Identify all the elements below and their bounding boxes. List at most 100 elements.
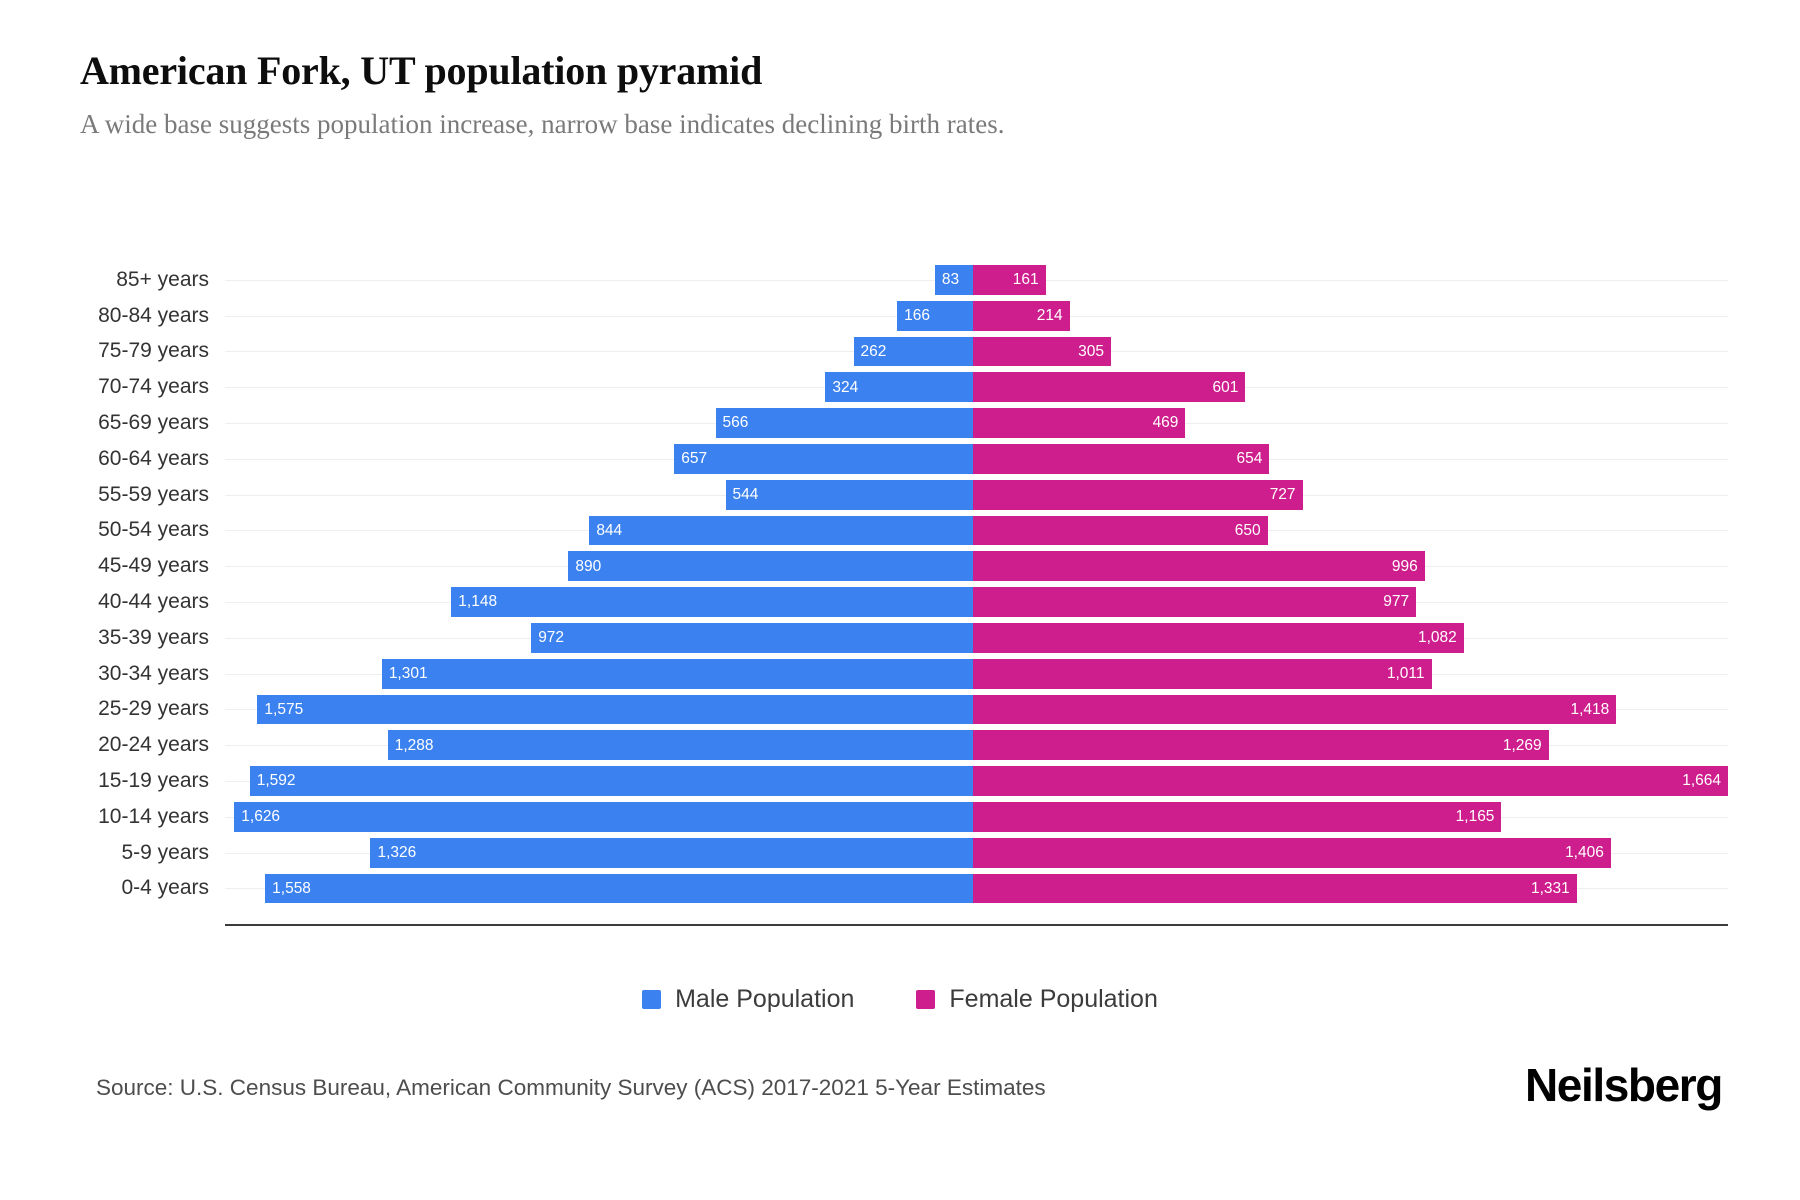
- female-bar[interactable]: 161: [972, 265, 1046, 295]
- pyramid-row: 25-29 years 1,575 1,418: [80, 692, 1728, 728]
- legend-swatch-female-icon: [916, 990, 936, 1009]
- male-bar[interactable]: 1,626: [234, 801, 973, 832]
- male-bar[interactable]: 544: [725, 479, 973, 510]
- legend-label-male: Male Population: [675, 985, 855, 1013]
- female-bar[interactable]: 214: [972, 300, 1070, 331]
- pyramid-row: 55-59 years 544 727: [80, 477, 1728, 513]
- male-bar-value: 566: [722, 414, 749, 432]
- bar-pair: 1,288 1,269: [217, 727, 1728, 763]
- bar-pair: 657 654: [217, 441, 1728, 477]
- male-bar-value: 1,288: [394, 736, 434, 754]
- male-bar[interactable]: 83: [934, 265, 973, 295]
- female-bar[interactable]: 1,082: [972, 622, 1464, 653]
- male-bar[interactable]: 262: [853, 336, 973, 367]
- male-bar[interactable]: 972: [531, 622, 973, 653]
- y-axis-tick-label: 40-44 years: [98, 590, 209, 614]
- male-bar[interactable]: 324: [825, 372, 973, 403]
- bar-pair: 1,592 1,664: [217, 763, 1728, 799]
- bar-pair: 1,301 1,011: [217, 656, 1728, 692]
- legend-item-female[interactable]: Female Population: [916, 985, 1158, 1014]
- female-bar-value: 161: [1012, 271, 1039, 289]
- female-bar[interactable]: 1,011: [972, 658, 1432, 689]
- male-bar[interactable]: 1,558: [265, 873, 973, 904]
- pyramid-row: 20-24 years 1,288 1,269: [80, 727, 1728, 763]
- male-bar[interactable]: 1,288: [387, 730, 973, 761]
- y-axis-tick-label: 65-69 years: [98, 411, 209, 435]
- female-bar[interactable]: 1,165: [972, 801, 1502, 832]
- pyramid-row: 70-74 years 324 601: [80, 369, 1728, 405]
- female-bar-value: 977: [1383, 593, 1410, 611]
- male-bar-value: 324: [832, 378, 859, 396]
- x-axis-baseline: [225, 924, 1728, 926]
- source-note: Source: U.S. Census Bureau, American Com…: [96, 1075, 1046, 1100]
- y-axis-tick-label: 25-29 years: [98, 697, 209, 721]
- female-bar[interactable]: 996: [972, 551, 1425, 582]
- male-bar[interactable]: 566: [715, 408, 973, 438]
- brand-logo: Neilsberg: [1524, 1059, 1723, 1111]
- bar-pair: 1,558 1,331: [217, 871, 1728, 907]
- bar-pair: 262 305: [217, 334, 1728, 370]
- female-bar[interactable]: 1,331: [972, 873, 1577, 904]
- y-axis-tick-label: 10-14 years: [98, 804, 209, 828]
- legend-swatch-male-icon: [642, 990, 662, 1009]
- male-bar-value: 1,558: [272, 879, 311, 897]
- bar-pair: 1,626 1,165: [217, 799, 1728, 835]
- male-bar-value: 83: [941, 271, 960, 289]
- female-bar-value: 996: [1391, 557, 1418, 575]
- pyramid-row: 75-79 years 262 305: [80, 334, 1728, 370]
- male-bar[interactable]: 1,148: [451, 587, 973, 617]
- female-bar[interactable]: 1,406: [972, 837, 1611, 868]
- male-bar[interactable]: 1,592: [249, 766, 973, 796]
- bar-pair: 83 161: [217, 262, 1728, 298]
- bar-pair: 972 1,082: [217, 620, 1728, 656]
- male-bar-value: 1,626: [241, 808, 281, 826]
- female-bar[interactable]: 977: [972, 587, 1417, 617]
- pyramid-row: 10-14 years 1,626 1,165: [80, 799, 1728, 835]
- female-bar-value: 1,165: [1455, 808, 1495, 826]
- female-bar-value: 654: [1236, 450, 1263, 468]
- chart-header: American Fork, UT population pyramid A w…: [80, 48, 1720, 140]
- bar-pair: 1,575 1,418: [217, 692, 1728, 728]
- female-bar[interactable]: 469: [972, 408, 1186, 438]
- pyramid-row: 65-69 years 566 469: [80, 405, 1728, 441]
- male-bar-value: 1,301: [388, 664, 428, 682]
- male-bar-value: 844: [596, 521, 623, 539]
- female-bar[interactable]: 601: [972, 372, 1246, 403]
- bar-pair: 1,326 1,406: [217, 835, 1728, 871]
- bar-pair: 166 214: [217, 298, 1728, 334]
- female-bar-value: 1,011: [1386, 664, 1425, 682]
- pyramid-row: 5-9 years 1,326 1,406: [80, 835, 1728, 871]
- female-bar-value: 727: [1269, 485, 1296, 503]
- female-bar[interactable]: 650: [972, 515, 1268, 546]
- y-axis-tick-label: 15-19 years: [98, 769, 209, 793]
- male-bar[interactable]: 166: [897, 300, 973, 331]
- y-axis-tick-label: 85+ years: [116, 267, 209, 291]
- y-axis-tick-label: 35-39 years: [98, 625, 209, 649]
- y-axis-tick-label: 45-49 years: [98, 554, 209, 578]
- y-axis-tick-label: 0-4 years: [121, 876, 209, 900]
- y-axis-tick-label: 75-79 years: [98, 339, 209, 363]
- male-bar[interactable]: 890: [568, 551, 973, 582]
- male-bar[interactable]: 657: [674, 443, 973, 474]
- bar-pair: 544 727: [217, 477, 1728, 513]
- female-bar[interactable]: 1,269: [972, 730, 1549, 761]
- female-bar[interactable]: 654: [972, 443, 1270, 474]
- female-bar-value: 1,406: [1565, 843, 1604, 861]
- legend-item-male[interactable]: Male Population: [642, 985, 854, 1014]
- pyramid-row: 50-54 years 844 650: [80, 513, 1728, 549]
- male-bar[interactable]: 1,575: [257, 694, 973, 725]
- female-bar[interactable]: 1,418: [972, 694, 1617, 725]
- pyramid-row: 0-4 years 1,558 1,331: [80, 871, 1728, 907]
- male-bar[interactable]: 844: [589, 515, 973, 546]
- male-bar[interactable]: 1,326: [370, 837, 973, 868]
- female-bar[interactable]: 727: [972, 479, 1303, 510]
- female-bar-value: 1,082: [1417, 629, 1457, 647]
- male-bar[interactable]: 1,301: [381, 658, 973, 689]
- female-bar[interactable]: 1,664: [972, 766, 1728, 796]
- male-bar-value: 1,592: [256, 772, 296, 790]
- female-bar-value: 1,269: [1502, 736, 1542, 754]
- bar-pair: 566 469: [217, 405, 1728, 441]
- pyramid-row: 45-49 years 890 996: [80, 548, 1728, 584]
- female-bar[interactable]: 305: [972, 336, 1111, 367]
- male-bar-value: 544: [732, 485, 759, 503]
